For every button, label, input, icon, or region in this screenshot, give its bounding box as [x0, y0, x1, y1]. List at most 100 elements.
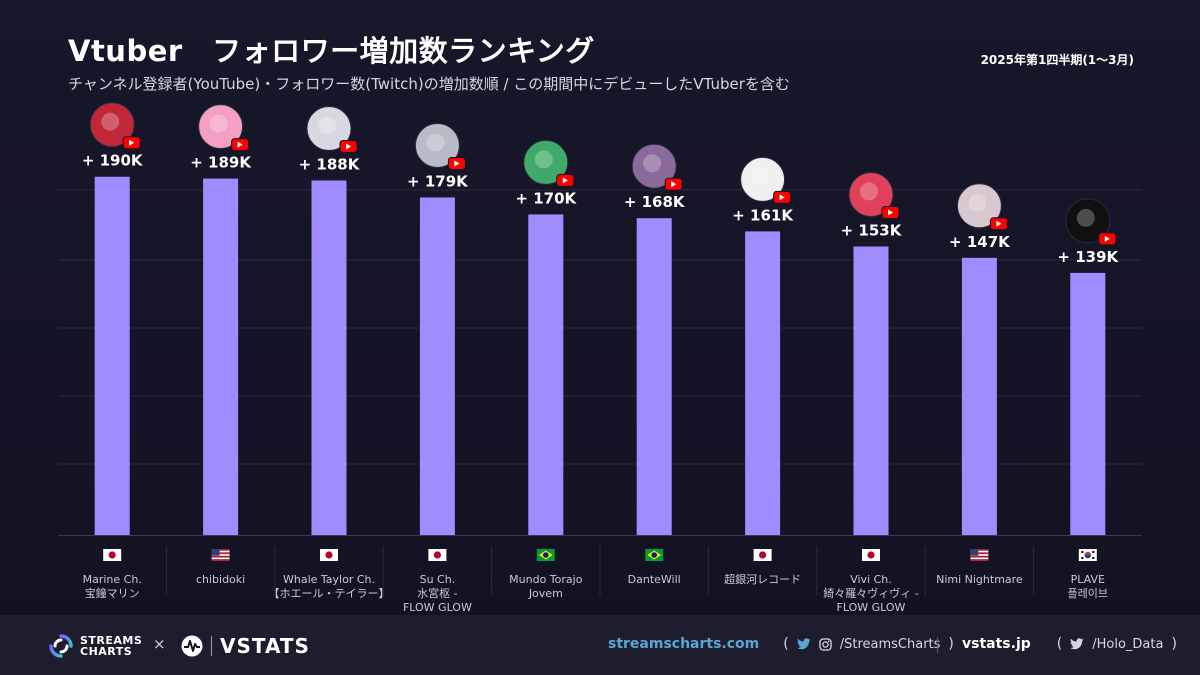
bar-value-label: + 168K: [624, 193, 686, 211]
bar-value-label: + 139K: [1057, 248, 1119, 266]
avatar-highlight: [101, 112, 120, 131]
flag-globe: [543, 552, 549, 558]
youtube-play-icon: [346, 143, 351, 150]
flag-stripe: [970, 552, 989, 555]
vstats-icon: [181, 635, 203, 657]
footer-bar: STREAMS CHARTS × VSTATS streamscharts.co…: [0, 615, 1200, 675]
category-name-label: 【ホエール・テイラー】: [269, 587, 390, 600]
avatar-highlight: [860, 182, 878, 201]
chart-subtitle: チャンネル登録者(YouTube)・フォロワー数(Twitch)の増加数順 / …: [68, 75, 790, 93]
flag-stripe: [211, 549, 230, 551]
avatar-highlight: [968, 193, 987, 212]
paren-open-2: (: [1056, 636, 1063, 652]
flag-stripe: [211, 554, 230, 556]
streamscharts-links: streamscharts.com ( /StreamsCharts ): [608, 636, 954, 652]
avatar-highlight: [426, 133, 445, 152]
paren-close: ): [948, 636, 954, 652]
bar-group: + 161K 超銀河レコード: [707, 156, 801, 596]
vstats-url[interactable]: vstats.jp: [962, 636, 1031, 652]
avatar-highlight: [209, 114, 228, 133]
twitter-icon[interactable]: [796, 638, 811, 650]
bar: [203, 178, 239, 535]
flag-icon: [862, 549, 880, 561]
avatar-icon: [523, 139, 569, 185]
youtube-play-icon: [996, 220, 1002, 227]
bar-value-label: + 170K: [515, 189, 577, 207]
category-name-label: Mundo Torajo: [509, 573, 583, 586]
bar-group: + 179K Su Ch.水宮枢 -FLOW GLOW: [382, 122, 472, 614]
collab-times: ×: [153, 635, 166, 653]
footer-separator: [937, 637, 938, 653]
bar-value-label: + 188K: [299, 155, 361, 173]
avatar-highlight: [1076, 208, 1095, 227]
bar-value-label: + 147K: [949, 233, 1011, 251]
bar: [636, 218, 672, 535]
youtube-play-icon: [454, 160, 460, 167]
category-name-label: PLAVE: [1071, 573, 1105, 586]
avatar-icon: [1065, 198, 1111, 244]
flag-canton: [211, 549, 220, 556]
flag-canton: [970, 549, 979, 556]
vstats-social[interactable]: /Holo_Data: [1092, 636, 1164, 652]
avatar-highlight: [643, 154, 662, 173]
avatar-highlight: [751, 167, 770, 186]
avatar-icon: [414, 122, 460, 168]
charts-word: CHARTS: [80, 645, 133, 658]
flag-stripe: [970, 559, 989, 561]
bar-value-label: + 190K: [82, 152, 144, 170]
bar: [961, 257, 997, 535]
flag-icon: [320, 549, 338, 561]
streamscharts-url[interactable]: streamscharts.com: [608, 636, 760, 652]
category-name-label: Jovem: [528, 587, 563, 600]
category-name-label: Nimi Nightmare: [936, 573, 1023, 586]
flag-stripe: [970, 549, 989, 551]
vstats-word: VSTATS: [220, 634, 310, 658]
bar-group: + 188K Whale Taylor Ch.【ホエール・テイラー】: [269, 105, 390, 600]
bar-group: + 153K Vivi Ch.綺々羅々ヴィヴィ -FLOW GLOW: [816, 171, 919, 614]
flag-icon: [211, 549, 230, 561]
streams-word: STREAMS: [80, 634, 143, 647]
category-name-label: Whale Taylor Ch.: [283, 573, 375, 586]
flag-icon: [536, 549, 555, 561]
flag-sun: [759, 551, 767, 559]
avatar-icon: [198, 104, 244, 150]
category-name-label: chibidoki: [196, 573, 245, 586]
flag-stripe: [970, 557, 989, 560]
category-name-label: FLOW GLOW: [403, 601, 472, 614]
category-name-label: Marine Ch.: [83, 573, 142, 586]
flag-stripe: [211, 555, 230, 558]
avatar-icon: [89, 102, 135, 148]
bar-group: + 189K chibidoki: [165, 104, 252, 596]
bar: [745, 231, 781, 535]
flag-stripe: [970, 554, 989, 556]
youtube-play-icon: [888, 209, 893, 216]
flag-icon: [645, 549, 664, 561]
youtube-play-icon: [671, 181, 677, 188]
flag-stripe: [970, 555, 989, 558]
bar-group: + 147K Nimi Nightmare: [924, 183, 1023, 596]
streams-charts-logo[interactable]: STREAMS CHARTS: [48, 633, 142, 659]
bar-value-label: + 153K: [841, 221, 903, 239]
grid-lines: [58, 189, 1142, 465]
flag-sun: [433, 551, 441, 559]
category-name-label: Su Ch.: [420, 573, 456, 586]
bar-value-label: + 161K: [732, 206, 794, 224]
flag-stripe: [211, 559, 230, 561]
category-name-label: 宝鐘マリン: [85, 586, 140, 600]
instagram-icon[interactable]: [819, 637, 832, 651]
streamscharts-social[interactable]: /StreamsCharts: [839, 636, 941, 652]
flag-icon: [103, 549, 122, 561]
flag-icon: [428, 549, 447, 561]
bar-value-label: + 189K: [190, 154, 252, 172]
category-name-label: 플레이브: [1068, 587, 1108, 600]
flag-sun: [108, 551, 116, 559]
twitter-icon-2[interactable]: [1070, 638, 1084, 650]
youtube-play-icon: [779, 194, 785, 201]
chart-title: Vtuber フォロワー増加数ランキング: [68, 34, 595, 68]
vstats-logo[interactable]: VSTATS: [181, 634, 310, 658]
avatar-icon: [740, 156, 786, 202]
flag-trigram: [1092, 551, 1095, 553]
